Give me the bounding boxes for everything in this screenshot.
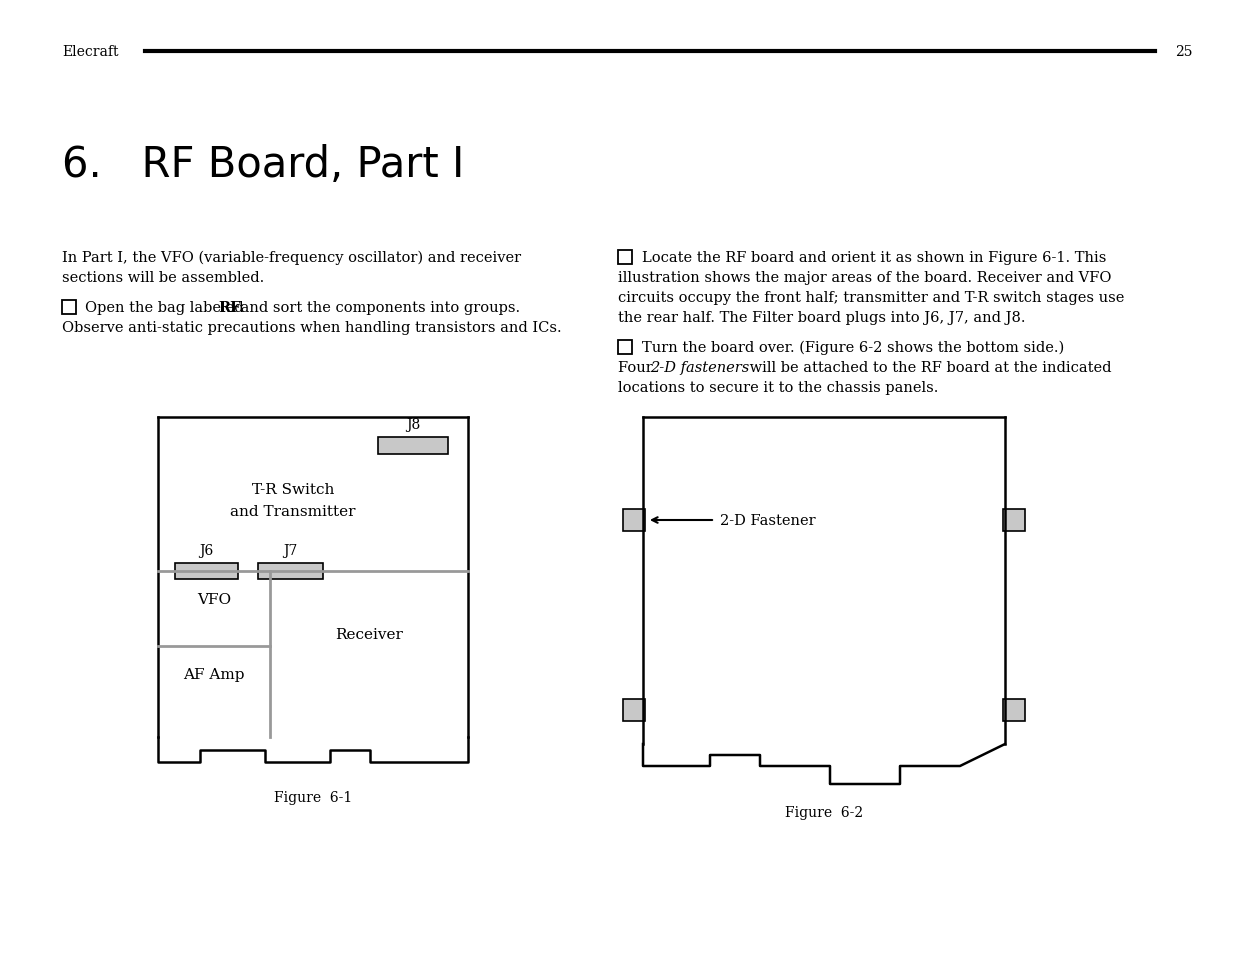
Text: and Transmitter: and Transmitter [230,504,356,518]
Text: Observe anti-static precautions when handling transistors and ICs.: Observe anti-static precautions when han… [62,320,562,335]
Text: Open the bag labeled: Open the bag labeled [85,301,248,314]
Text: 2-D Fastener: 2-D Fastener [720,514,815,527]
Text: will be attached to the RF board at the indicated: will be attached to the RF board at the … [745,360,1112,375]
Bar [622,510,645,532]
Text: the rear half. The Filter board plugs into J6, J7, and J8.: the rear half. The Filter board plugs in… [618,311,1025,325]
Text: Locate the RF board and orient it as shown in Figure 6-1. This: Locate the RF board and orient it as sho… [642,251,1107,265]
Text: AF Amp: AF Amp [183,667,245,681]
Text: circuits occupy the front half; transmitter and T-R switch stages use: circuits occupy the front half; transmit… [618,291,1124,305]
Text: J6: J6 [199,543,214,558]
Text: sections will be assembled.: sections will be assembled. [62,271,264,285]
Bar [618,340,632,355]
Text: 6.   RF Board, Part I: 6. RF Board, Part I [62,144,464,186]
Bar [175,563,238,579]
Text: RF: RF [219,301,241,314]
Text: In Part I, the VFO (variable-frequency oscillator) and receiver: In Part I, the VFO (variable-frequency o… [62,251,521,265]
Bar [258,563,324,579]
Text: J7: J7 [283,543,298,558]
Bar [378,437,448,455]
Bar [62,301,77,314]
Text: Turn the board over. (Figure 6-2 shows the bottom side.): Turn the board over. (Figure 6-2 shows t… [642,340,1065,355]
Text: Four: Four [618,360,657,375]
Bar [1003,510,1025,532]
Text: J8: J8 [406,417,420,432]
Text: illustration shows the major areas of the board. Receiver and VFO: illustration shows the major areas of th… [618,271,1112,285]
Bar [622,700,645,721]
Bar [1003,700,1025,721]
Text: T-R Switch: T-R Switch [252,482,335,497]
Text: Figure  6-1: Figure 6-1 [274,790,352,804]
Text: 2-D fasteners: 2-D fasteners [650,360,750,375]
Text: 25: 25 [1174,45,1193,59]
Text: locations to secure it to the chassis panels.: locations to secure it to the chassis pa… [618,380,939,395]
Bar [618,251,632,265]
Text: Receiver: Receiver [335,627,403,641]
Text: Figure  6-2: Figure 6-2 [785,805,863,820]
Text: Elecraft: Elecraft [62,45,119,59]
Text: VFO: VFO [196,593,231,606]
Text: and sort the components into groups.: and sort the components into groups. [236,301,520,314]
